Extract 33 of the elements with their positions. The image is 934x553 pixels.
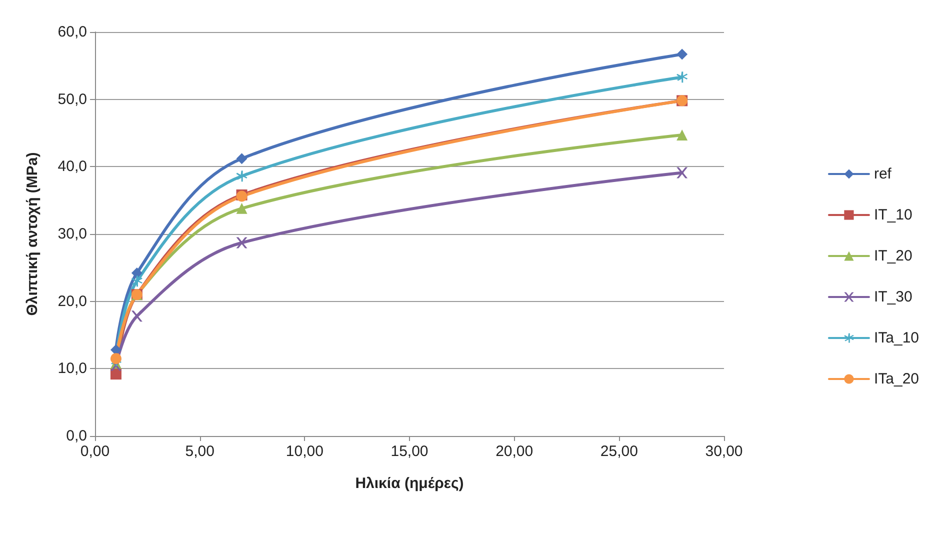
y-tick-label: 30,0 xyxy=(58,226,87,242)
legend-label: ITa_20 xyxy=(874,370,920,388)
point xyxy=(236,153,248,164)
point xyxy=(676,72,688,83)
point xyxy=(131,310,142,322)
legend-label: IT_20 xyxy=(874,248,912,264)
x-tick-label: 5,00 xyxy=(185,443,214,460)
x-tick-label: 15,00 xyxy=(390,443,428,460)
x-tick-label: 10,00 xyxy=(286,443,324,460)
point xyxy=(236,202,248,214)
y-tick-label: 0,0 xyxy=(66,428,87,444)
point xyxy=(131,268,142,279)
x-tick-label: 0,00 xyxy=(80,443,110,460)
y-tick-label: 40,0 xyxy=(58,158,87,176)
y-tick-label: 10,0 xyxy=(58,360,87,378)
point xyxy=(676,167,688,178)
point xyxy=(236,237,248,248)
point xyxy=(676,48,688,60)
x-tick-label: 30,00 xyxy=(705,443,743,460)
y-tick-label: 20,0 xyxy=(58,292,87,310)
y-tick-label: 60,0 xyxy=(58,24,87,40)
legend-label: IT_10 xyxy=(874,206,912,224)
point xyxy=(131,276,142,287)
legend-label: ITa_10 xyxy=(874,330,920,346)
point xyxy=(676,130,688,141)
x-tick-label: 25,00 xyxy=(600,443,638,460)
y-axis-title: Θλιπτική αντοχή (MPa) xyxy=(24,152,41,316)
point xyxy=(236,170,248,182)
legend-label: ref xyxy=(874,166,892,182)
x-tick-label: 20,00 xyxy=(496,443,534,460)
y-tick-label: 50,0 xyxy=(58,90,87,108)
legend-label: IT_30 xyxy=(874,288,912,306)
x-axis-title: Ηλικία (ημέρες) xyxy=(355,475,464,492)
